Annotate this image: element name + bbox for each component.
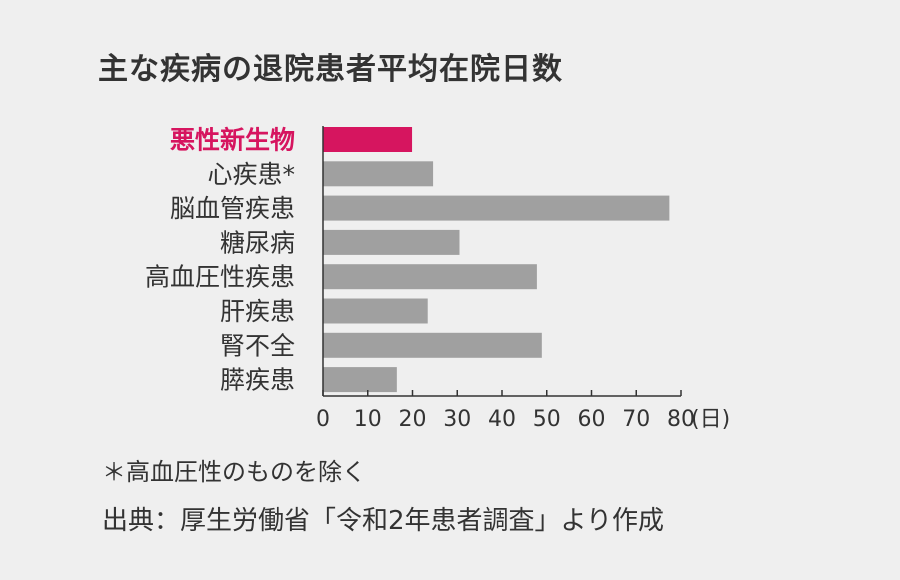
bar-3 xyxy=(323,229,460,255)
x-tick-label-2: 20 xyxy=(399,407,427,432)
bar-2 xyxy=(323,195,670,221)
bar-0 xyxy=(323,127,413,152)
bar-6 xyxy=(323,332,542,358)
chart-title: 主な疾病の退院患者平均在院日数 xyxy=(98,52,563,87)
x-tick-label-1: 10 xyxy=(354,407,382,432)
category-label-7: 膵疾患 xyxy=(220,366,295,395)
x-tick-label-3: 30 xyxy=(443,407,471,432)
x-tick-label-6: 60 xyxy=(578,407,606,432)
x-tick-label-0: 0 xyxy=(316,407,330,432)
source-note: 出典：厚生労働省「令和2年患者調査」より作成 xyxy=(102,506,665,536)
category-label-0: 悪性新生物 xyxy=(170,126,295,155)
category-label-6: 腎不全 xyxy=(220,331,295,360)
x-tick-label-8: 80 xyxy=(667,407,695,432)
bar-7 xyxy=(323,367,397,393)
category-label-3: 糖尿病 xyxy=(220,228,295,257)
category-label-2: 脳血管疾患 xyxy=(170,194,295,223)
category-label-5: 肝疾患 xyxy=(220,297,295,326)
x-tick-label-7: 70 xyxy=(622,407,650,432)
category-label-4: 高血圧性疾患 xyxy=(145,263,295,292)
x-tick-label-4: 40 xyxy=(488,407,516,432)
x-tick-label-5: 50 xyxy=(533,407,561,432)
x-axis: 0 10 20 30 40 50 60 70 80(日) xyxy=(316,126,730,432)
x-unit-label: (日) xyxy=(691,407,730,432)
bar-5 xyxy=(323,298,428,324)
bars-group xyxy=(323,127,670,393)
footnote: ＊高血圧性のものを除く xyxy=(102,458,366,486)
category-label-1: 心疾患* xyxy=(207,160,295,189)
bar-1 xyxy=(323,161,434,187)
bar-4 xyxy=(323,264,537,290)
